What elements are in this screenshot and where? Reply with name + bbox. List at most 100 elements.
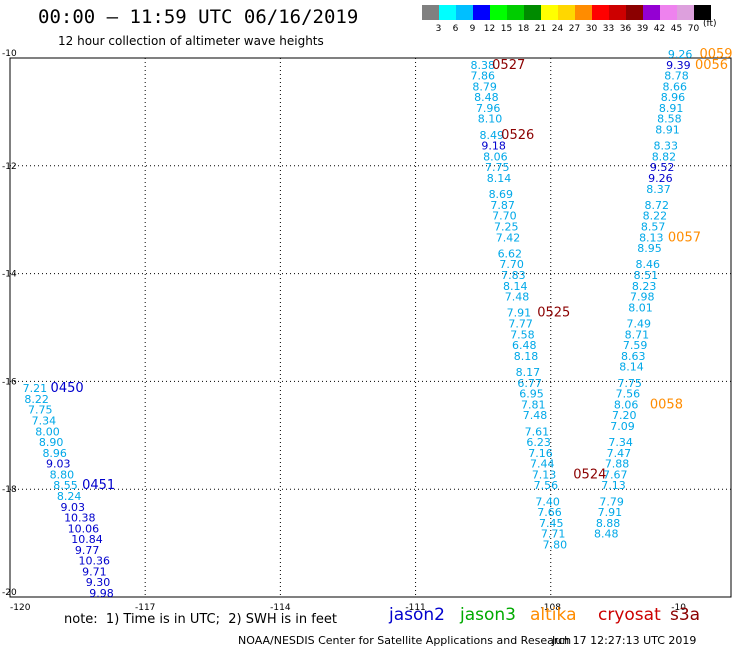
wave-height-value: 9.30 <box>86 576 111 589</box>
color-scale-label: 6 <box>452 24 459 34</box>
wave-height-value: 8.00 <box>35 425 60 438</box>
color-scale-unit: (ft) <box>703 19 717 29</box>
wave-height-value: 8.14 <box>503 280 528 293</box>
map-frame <box>9 57 732 598</box>
color-scale-label: 39 <box>636 24 649 34</box>
wave-height-value: 7.13 <box>532 468 557 481</box>
wave-height-value: 8.48 <box>474 91 499 104</box>
color-swatch <box>490 5 507 20</box>
wave-height-value: 10.38 <box>64 512 96 525</box>
wave-height-value: 9.39 <box>666 59 691 72</box>
pass-time-label: 0525 <box>537 306 570 321</box>
wave-height-value: 7.25 <box>494 220 519 233</box>
wave-height-value: 7.81 <box>521 398 546 411</box>
wave-height-value: 7.96 <box>476 102 501 115</box>
color-swatch <box>524 5 541 20</box>
wave-height-value: 8.95 <box>637 242 662 255</box>
pass-time-label: 0524 <box>573 467 606 482</box>
pass-time-label: 0450 <box>51 381 84 396</box>
color-scale-label: 30 <box>585 24 598 34</box>
wave-height-value: 7.44 <box>530 458 555 471</box>
legend-altika: altika <box>530 605 577 625</box>
color-swatch <box>558 5 575 20</box>
wave-height-value: 8.18 <box>514 350 539 363</box>
x-tick-label: -108 <box>541 603 562 613</box>
y-tick-label: -12 <box>2 162 17 172</box>
wave-height-value: 7.48 <box>505 291 530 304</box>
wave-height-value: 7.79 <box>599 495 624 508</box>
wave-height-value: 8.48 <box>594 528 619 541</box>
color-scale-label: 33 <box>602 24 615 34</box>
wave-height-value: 10.36 <box>78 555 110 568</box>
wave-height-value: 8.82 <box>652 150 677 163</box>
color-swatch <box>694 5 711 20</box>
wave-height-value: 8.46 <box>635 258 660 271</box>
wave-height-value: 9.77 <box>75 544 100 557</box>
wave-height-value: 8.24 <box>57 490 82 503</box>
y-tick-label: -16 <box>2 377 17 387</box>
wave-height-value: 7.56 <box>534 479 559 492</box>
wave-height-value: 7.09 <box>610 420 635 433</box>
footer-credit: NOAA/NESDIS Center for Satellite Applica… <box>238 634 572 647</box>
wave-height-value: 8.96 <box>661 91 686 104</box>
wave-height-value: 8.79 <box>472 80 497 93</box>
color-scale-label: 27 <box>568 24 581 34</box>
color-swatch <box>626 5 643 20</box>
wave-height-value: 7.75 <box>28 404 53 417</box>
x-tick-label: -120 <box>10 603 31 613</box>
pass-time-label: 0057 <box>668 230 701 245</box>
wave-height-value: 8.72 <box>644 199 669 212</box>
wave-height-value: 8.69 <box>489 188 513 201</box>
y-tick-label: -14 <box>2 270 17 280</box>
wave-height-value: 7.75 <box>485 161 510 174</box>
color-scale-label: 36 <box>619 24 632 34</box>
wave-height-value: 10.84 <box>71 533 103 546</box>
wave-height-value: 7.87 <box>490 199 514 212</box>
color-swatch <box>575 5 592 20</box>
wave-height-value: 7.70 <box>499 258 524 271</box>
wave-height-value: 9.03 <box>60 501 85 514</box>
wave-height-value: 8.57 <box>641 220 666 233</box>
wave-height-value: 7.61 <box>525 425 550 438</box>
wave-height-value: 7.91 <box>598 506 623 519</box>
wave-height-value: 7.16 <box>528 447 553 460</box>
wave-height-value: 8.17 <box>516 366 541 379</box>
wave-height-value: 7.86 <box>471 70 496 83</box>
map-subtitle: 12 hour collection of altimeter wave hei… <box>58 34 324 48</box>
wave-height-value: 7.47 <box>607 447 632 460</box>
wave-height-value: 8.96 <box>42 447 67 460</box>
wave-height-value: 7.20 <box>612 409 637 422</box>
wave-height-value: 7.71 <box>541 528 566 541</box>
color-scale-label: 45 <box>670 24 683 34</box>
wave-height-value: 8.38 <box>471 59 496 72</box>
wave-height-value: 8.63 <box>621 350 646 363</box>
wave-height-value: 7.88 <box>605 458 630 471</box>
color-scale-label: 21 <box>534 24 547 34</box>
wave-height-value: 7.98 <box>630 291 655 304</box>
wave-height-value: 7.83 <box>501 269 526 282</box>
legend-cryosat: cryosat <box>598 605 661 625</box>
wave-height-value: 10.06 <box>68 522 100 535</box>
wave-height-value: 8.37 <box>646 183 671 196</box>
wave-height-value: 7.59 <box>623 339 648 352</box>
wave-height-value: 6.95 <box>519 388 544 401</box>
wave-height-value: 7.67 <box>603 468 628 481</box>
color-swatch <box>609 5 626 20</box>
color-swatch <box>422 5 439 20</box>
y-tick-label: -10 <box>2 49 17 59</box>
color-swatch <box>456 5 473 20</box>
color-scale-label: 18 <box>517 24 530 34</box>
wave-height-value: 8.80 <box>50 468 75 481</box>
wave-height-value: 8.71 <box>625 328 650 341</box>
wave-height-value: 8.49 <box>480 129 505 142</box>
color-swatch <box>541 5 558 20</box>
map-title: 00:00 – 11:59 UTC 06/16/2019 <box>38 6 359 28</box>
wave-height-value: 7.49 <box>626 318 651 331</box>
wave-height-value: 8.66 <box>663 80 688 93</box>
wave-height-value: 8.51 <box>634 269 659 282</box>
wave-height-value: 7.58 <box>510 328 534 341</box>
wave-height-value: 8.78 <box>664 70 689 83</box>
color-scale-label: 12 <box>483 24 496 34</box>
wave-height-value: 9.98 <box>89 587 114 600</box>
